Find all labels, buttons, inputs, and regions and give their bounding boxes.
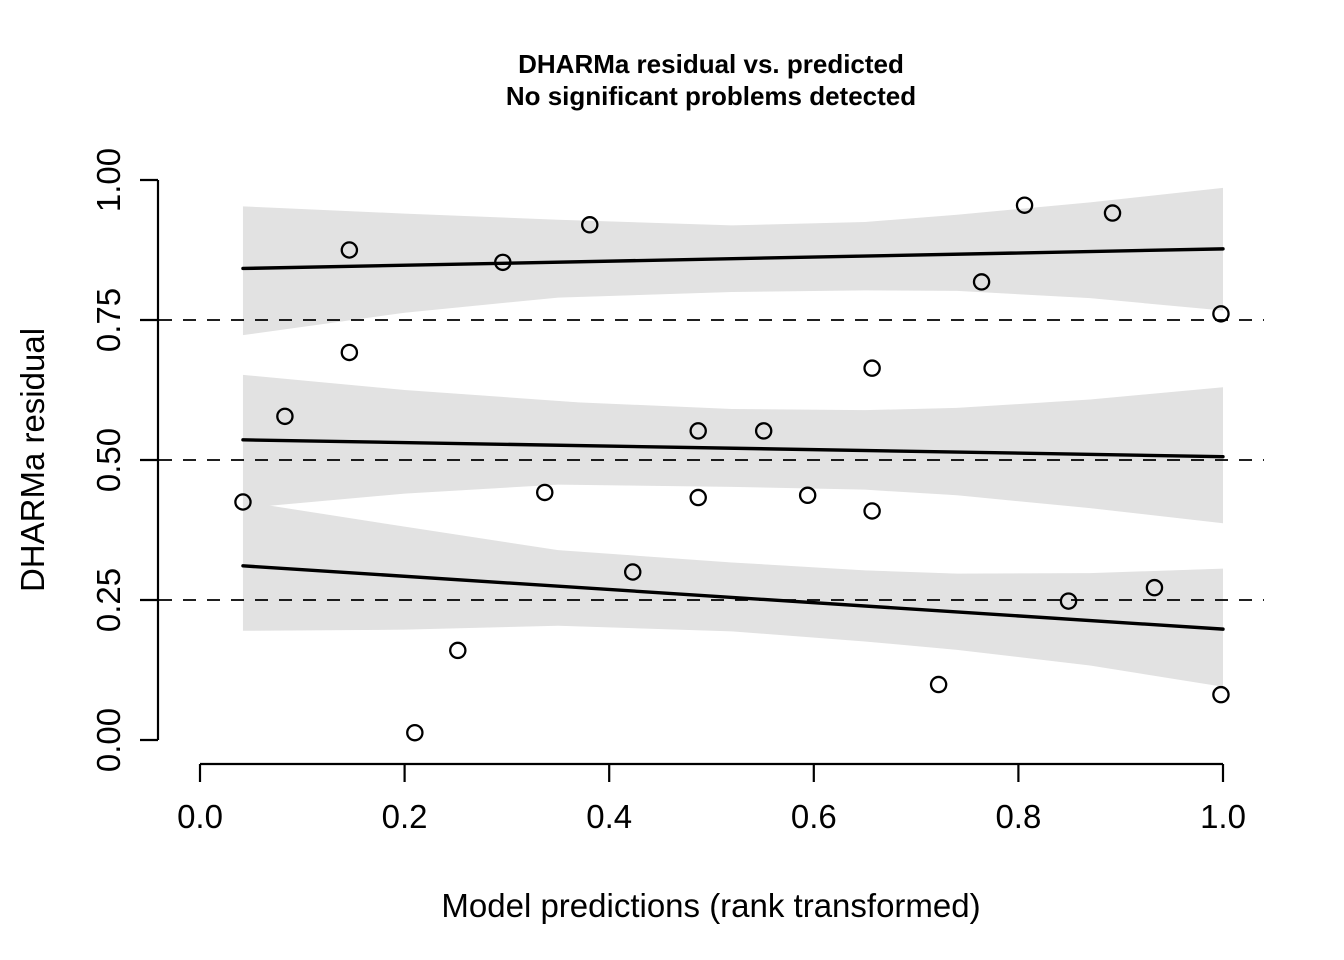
x-tick-label: 0.8 xyxy=(995,798,1041,835)
scatter-point xyxy=(754,422,773,440)
quantile-line-q0.50 xyxy=(241,438,1225,459)
y-axis: 0.00 0.25 0.50 0.75 1.00 xyxy=(90,148,160,772)
scatter-point xyxy=(929,675,948,694)
y-tick-label: 0.75 xyxy=(90,288,127,352)
scatter-point xyxy=(863,502,881,520)
y-tick-label: 0.25 xyxy=(90,568,127,632)
x-tick-label: 0.0 xyxy=(177,798,223,835)
scatter-point xyxy=(406,723,424,742)
plot-title: DHARMa residual vs. predicted xyxy=(518,49,904,79)
scatter-point xyxy=(1212,305,1230,323)
x-tick-label: 0.2 xyxy=(382,798,428,835)
x-tick-label: 0.6 xyxy=(791,798,837,835)
scatter-point xyxy=(340,241,359,259)
scatter-point xyxy=(689,488,707,507)
scatter-point xyxy=(1145,578,1164,597)
confidence-band-q0.25 xyxy=(242,501,1223,687)
plot-subtitle: No significant problems detected xyxy=(506,81,916,111)
quantile-line-q0.75 xyxy=(241,247,1225,271)
y-tick-label: 1.00 xyxy=(90,148,127,212)
scatter-point xyxy=(1103,204,1122,222)
scatter-point xyxy=(1212,685,1230,704)
scatter-point xyxy=(1015,196,1034,214)
scatter-point xyxy=(623,563,642,581)
confidence-band-q0.75 xyxy=(242,187,1223,336)
scatter-point xyxy=(863,359,881,377)
scatter-point xyxy=(1059,592,1078,610)
scatter-point xyxy=(689,422,707,440)
scatter-point xyxy=(494,253,512,272)
y-tick-label: 0.50 xyxy=(90,428,127,492)
x-tick-label: 0.4 xyxy=(586,798,632,835)
scatter-point xyxy=(449,641,467,660)
x-axis-title: Model predictions (rank transformed) xyxy=(441,887,980,924)
x-tick-label: 1.0 xyxy=(1200,798,1246,835)
quantile-regression-lines xyxy=(241,247,1225,631)
y-tick-label: 0.00 xyxy=(90,708,127,772)
reference-dashed-lines xyxy=(159,319,1264,601)
quantile-line-q0.25 xyxy=(241,564,1225,631)
scatter-point xyxy=(234,493,252,511)
scatter-points xyxy=(234,196,1230,742)
scatter-point xyxy=(581,216,599,234)
scatter-point xyxy=(276,407,294,426)
scatter-point xyxy=(972,273,991,291)
x-axis: 0.0 0.2 0.4 0.6 0.8 1.0 xyxy=(177,762,1246,835)
scatter-point xyxy=(340,343,359,362)
scatter-point xyxy=(536,483,554,502)
y-axis-title: DHARMa residual xyxy=(14,328,51,592)
confidence-bands xyxy=(242,187,1223,687)
scatter-point xyxy=(798,486,817,505)
